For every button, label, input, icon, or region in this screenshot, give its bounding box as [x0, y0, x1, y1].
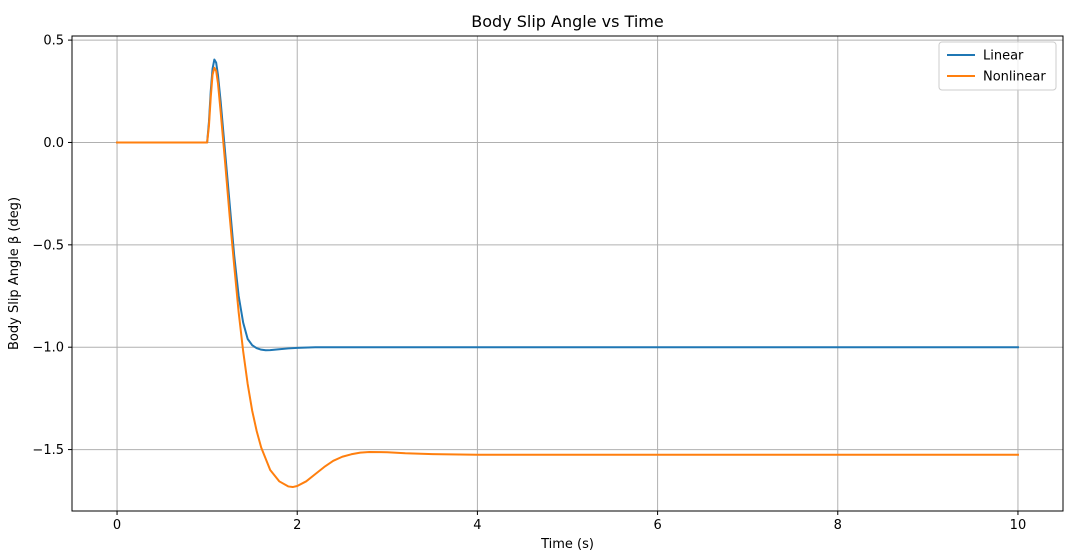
x-tick-label: 4: [473, 518, 481, 533]
y-tick-label: 0.5: [43, 34, 64, 49]
x-tick-label: 2: [293, 518, 301, 533]
y-tick-label: −1.5: [32, 443, 64, 458]
y-tick-label: 0.0: [43, 136, 64, 151]
x-tick-label: 8: [834, 518, 842, 533]
ticks: 0 2 4 6 8 10 0.5 0.0 −0.5 −1.0 −1.5: [32, 34, 1026, 533]
chart-title: Body Slip Angle vs Time: [471, 12, 663, 31]
x-tick-label: 10: [1010, 518, 1027, 533]
x-tick-label: 6: [653, 518, 661, 533]
series-line-nonlinear: [116, 66, 1019, 489]
y-axis-label: Body Slip Angle β (deg): [7, 197, 22, 350]
legend-label-linear: Linear: [983, 49, 1024, 64]
legend-label-nonlinear: Nonlinear: [983, 70, 1046, 85]
legend: Linear Nonlinear: [938, 41, 1057, 91]
y-tick-label: −1.0: [32, 341, 64, 356]
y-tick-label: −0.5: [32, 238, 64, 253]
x-axis-label: Time (s): [540, 537, 594, 552]
x-tick-label: 0: [113, 518, 121, 533]
plot-frame: [71, 35, 1064, 512]
series-layer: [116, 58, 1019, 489]
series-line-linear: [116, 58, 1019, 352]
